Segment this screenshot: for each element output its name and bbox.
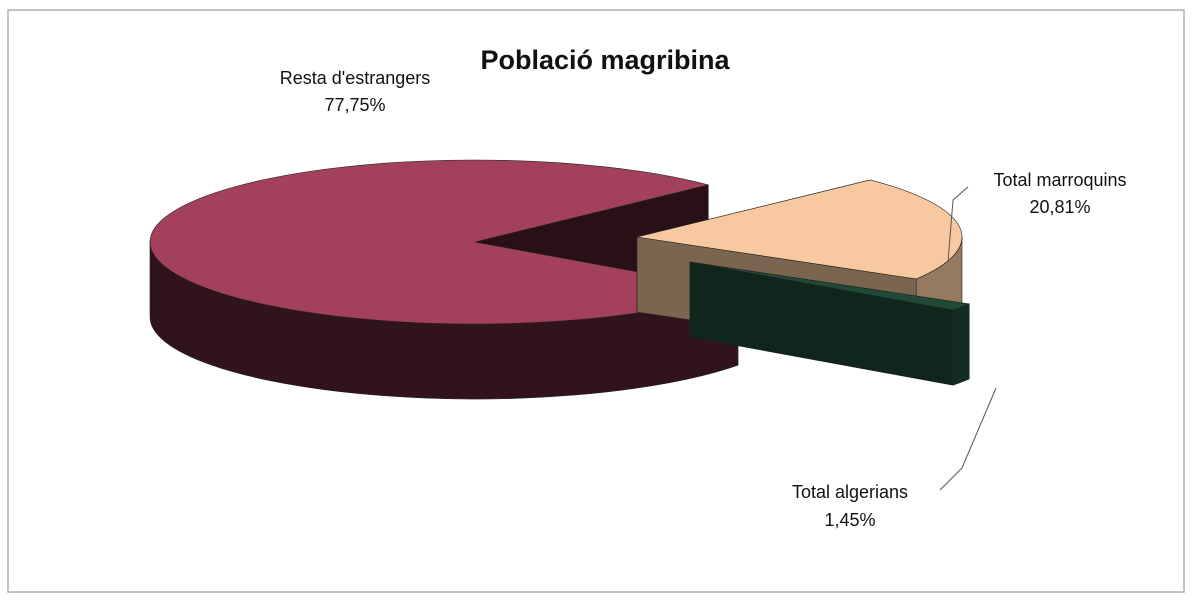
leader-line	[947, 186, 969, 263]
leader-line	[939, 387, 997, 491]
slice-value-label: 20,81%	[1029, 197, 1090, 217]
slice	[689, 261, 971, 311]
chart-title: Població magribina	[480, 45, 730, 75]
slice	[149, 159, 740, 325]
pie	[149, 159, 971, 400]
slice-label: Total algerians	[792, 482, 908, 502]
slice-label: Total marroquins	[993, 170, 1126, 190]
slice-value-label: 1,45%	[824, 510, 875, 530]
slice-side	[952, 303, 970, 386]
slice-label: Resta d'estrangers	[280, 68, 431, 88]
slice-value-label: 77,75%	[324, 95, 385, 115]
slice	[636, 179, 963, 280]
